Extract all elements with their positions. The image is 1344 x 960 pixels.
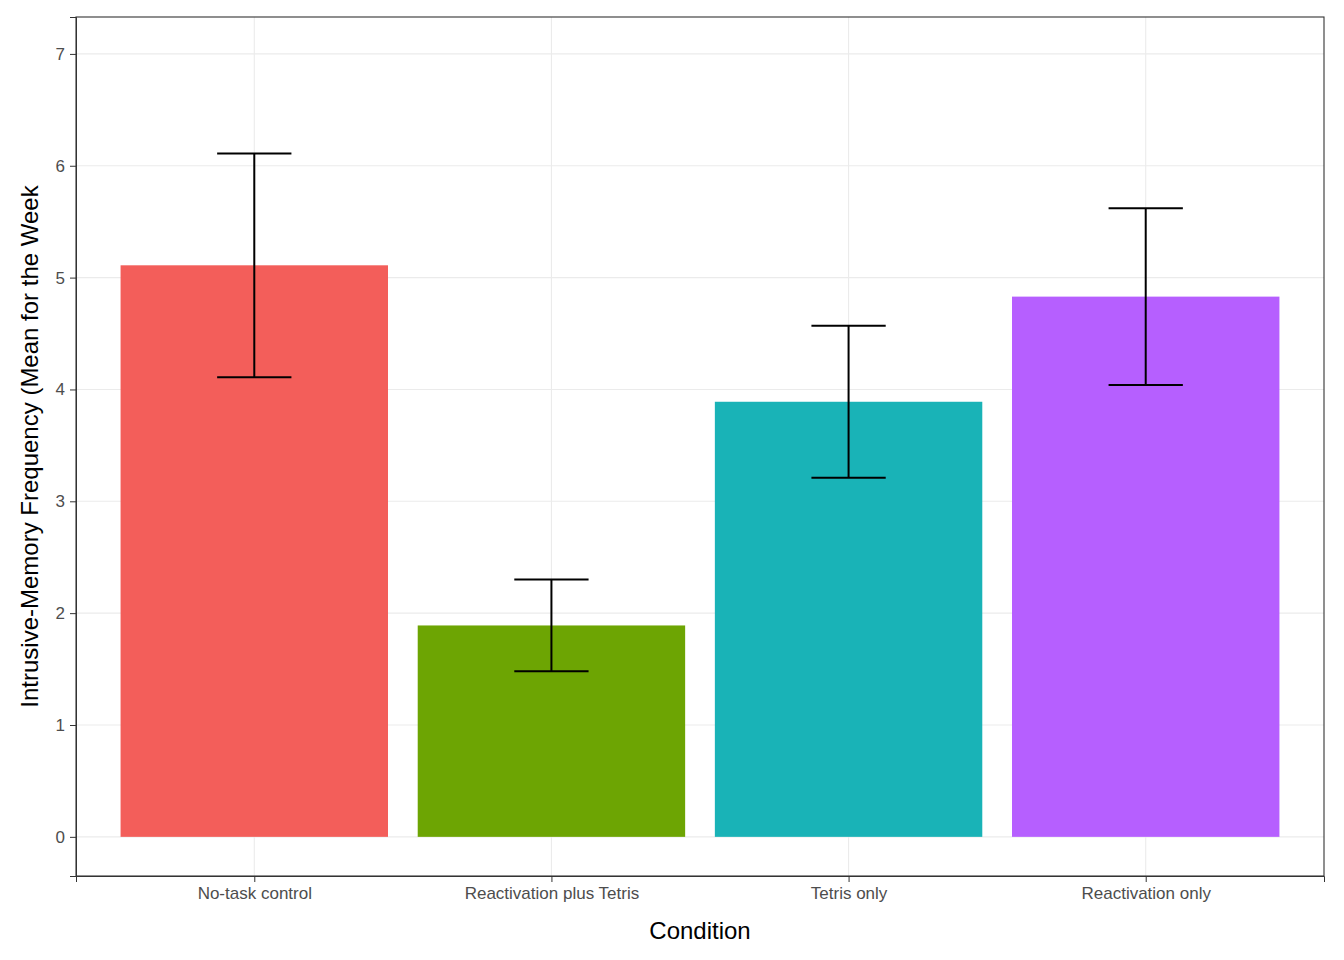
y-tick: 7	[56, 45, 76, 64]
grid-line	[76, 53, 1324, 54]
error-bar-segment	[1109, 384, 1183, 386]
error-bar	[217, 153, 291, 377]
x-tick: No-task control	[198, 876, 312, 903]
x-axis: No-task control Reactivation plus Tetris T…	[77, 876, 1325, 903]
error-bar-segment	[811, 477, 885, 479]
x-tick-mark	[1146, 876, 1147, 882]
x-tick: Reactivation plus Tetris	[465, 876, 640, 903]
x-tick-label: Tetris only	[811, 884, 888, 903]
x-axis-title: Condition	[649, 917, 750, 944]
y-tick-label: 4	[56, 380, 65, 399]
y-tick-mark	[70, 278, 76, 279]
error-bar-segment	[1109, 207, 1183, 209]
grid-line	[76, 165, 1324, 166]
y-tick: 5	[56, 269, 76, 288]
y-tick-mark	[70, 166, 76, 167]
x-tick-label: No-task control	[198, 884, 312, 903]
y-tick-label: 7	[56, 45, 65, 64]
y-tick: 0	[56, 828, 76, 847]
error-bar-segment	[217, 152, 291, 154]
y-tick: 6	[56, 157, 76, 176]
x-tick: Reactivation only	[1081, 876, 1211, 903]
y-tick: 3	[56, 492, 76, 511]
x-tick: Tetris only	[811, 876, 888, 903]
plot-frame	[76, 17, 1324, 876]
y-tick-mark	[70, 837, 76, 838]
x-tick-label: Reactivation only	[1081, 884, 1211, 903]
y-axis-line	[70, 18, 77, 877]
y-tick-label: 1	[56, 716, 65, 735]
plot-background	[76, 17, 1324, 876]
y-tick-mark	[70, 501, 76, 502]
y-axis-title: Intrusive-Memory Frequency (Mean for the…	[16, 184, 43, 707]
plot-area	[121, 153, 1280, 836]
y-tick: 2	[56, 604, 76, 623]
x-axis-line	[77, 877, 1325, 883]
y-tick: 1	[56, 716, 76, 735]
y-tick-mark	[70, 389, 76, 390]
y-tick-label: 5	[56, 269, 65, 288]
error-bar	[514, 580, 588, 672]
y-tick-label: 3	[56, 492, 65, 511]
error-bar-segment	[514, 670, 588, 672]
y-tick-label: 6	[56, 157, 65, 176]
y-tick-mark	[70, 613, 76, 614]
error-bar-segment	[514, 579, 588, 581]
x-tick-mark	[849, 876, 850, 882]
y-tick-label: 2	[56, 604, 65, 623]
y-axis: 0 1 2 3 4 5 6 7	[56, 18, 77, 877]
error-bar-segment	[217, 376, 291, 378]
y-tick-mark	[70, 54, 76, 55]
error-bar	[1109, 208, 1183, 385]
error-bar-segment	[550, 580, 552, 672]
chart: 0 1 2 3 4 5 6 7 No-task control Reactivation plus…	[0, 0, 1344, 960]
error-bar-segment	[253, 153, 255, 377]
error-bar-segment	[811, 325, 885, 327]
error-bar	[811, 326, 885, 478]
y-tick-label: 0	[56, 828, 65, 847]
x-tick-mark	[254, 876, 255, 882]
grid	[76, 17, 1324, 876]
x-tick-mark	[551, 876, 552, 882]
y-tick-mark	[70, 725, 76, 726]
error-bar-segment	[1145, 208, 1147, 385]
x-tick-label: Reactivation plus Tetris	[465, 884, 640, 903]
y-tick: 4	[56, 380, 76, 399]
error-bar-segment	[848, 326, 850, 478]
